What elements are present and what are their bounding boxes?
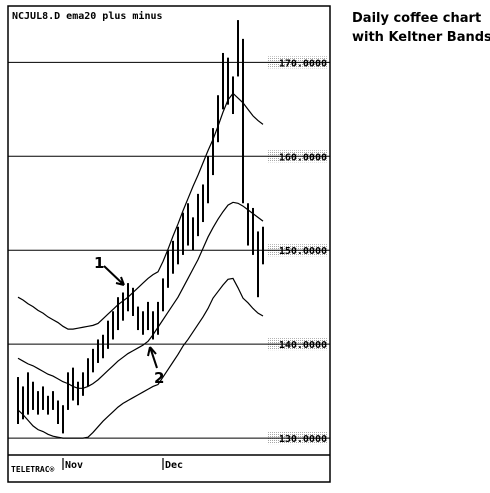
band-line	[17, 201, 264, 389]
annotation: 2	[154, 369, 164, 387]
caption-line: Daily coffee chart	[352, 11, 481, 26]
x-tick-label: Dec	[165, 460, 183, 471]
band-line	[17, 92, 264, 330]
annotation-arrow	[103, 265, 125, 286]
band-line	[17, 277, 264, 439]
y-tick-label: 160.0000	[279, 152, 327, 163]
y-tick-label: 150.0000	[279, 246, 327, 257]
y-tick-label: 130.0000	[279, 434, 327, 445]
annotation: 1	[94, 254, 104, 272]
source-label: TELETRAC®	[11, 465, 55, 474]
y-tick-label-bg	[268, 338, 328, 351]
y-tick-label-bg	[268, 56, 328, 69]
y-tick-label: 170.0000	[279, 58, 327, 69]
chart-title: NCJUL8.D ema20 plus minus	[12, 10, 163, 22]
y-tick-label-bg	[268, 432, 328, 445]
y-tick-label: 140.0000	[279, 340, 327, 351]
y-tick-label-bg	[268, 150, 328, 163]
annotation-arrow	[147, 346, 158, 369]
chart-frame	[7, 5, 331, 483]
caption-line: with Keltner Bands	[352, 30, 490, 45]
x-tick-label: Nov	[65, 460, 83, 471]
y-tick-label-bg	[268, 244, 328, 257]
